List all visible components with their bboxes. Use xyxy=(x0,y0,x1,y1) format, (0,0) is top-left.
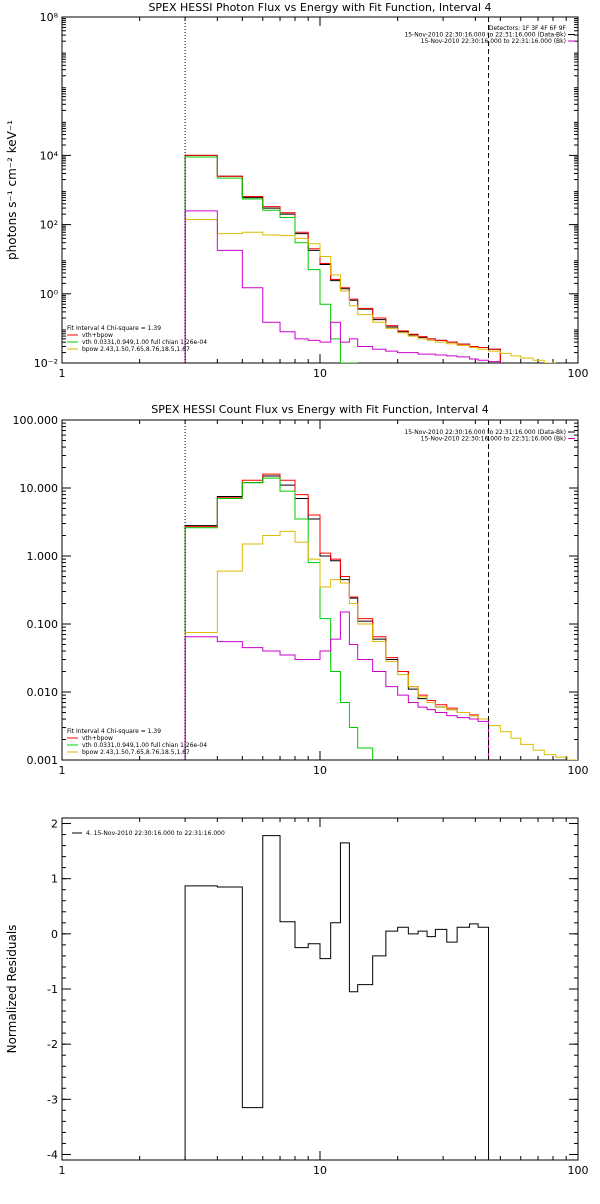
plot-frame xyxy=(61,16,579,364)
plot-frame xyxy=(61,817,579,1161)
y-tick-label: 0 xyxy=(51,928,58,941)
y-tick-label: 10⁰ xyxy=(40,288,59,301)
y-axis-label: photons s⁻¹ cm⁻² keV⁻¹ xyxy=(5,120,19,260)
y-axis-label: Normalized Residuals xyxy=(5,925,19,1054)
series-group xyxy=(184,835,490,1160)
legend-entry: Fit Interval 4 Chi-square = 1.39 xyxy=(67,728,161,735)
series-group xyxy=(184,154,556,363)
legend-entry: vth 0.0331,0.949,1.00 full chian 1.26e-0… xyxy=(82,339,207,346)
y-tick-label: -1 xyxy=(47,983,58,996)
panel-1: SPEX HESSI Photon Flux vs Energy with Fi… xyxy=(5,1,589,380)
y-tick-label: 0.010 xyxy=(27,686,59,699)
series-4-15-nov-2010-22-30-16-000-to-22-31-16-000 xyxy=(184,835,490,1160)
y-tick-label: -4 xyxy=(47,1148,58,1161)
legend-entry: vth+bpow xyxy=(82,332,113,339)
y-tick-label: 1 xyxy=(51,873,58,886)
y-tick-label: -2 xyxy=(47,1038,58,1051)
legend-entry: 4. 15-Nov-2010 22:30:16.000 to 22:31:16.… xyxy=(86,830,225,837)
panel-2: SPEX HESSI Count Flux vs Energy with Fit… xyxy=(13,403,589,777)
y-tick-label: 10⁸ xyxy=(40,11,59,24)
series-data-bk xyxy=(184,475,490,760)
legend-entry: bpow 2.43,1.50,7.65,8.76,18.5,1.67 xyxy=(82,749,190,756)
y-tick-label: 10.000 xyxy=(20,482,59,495)
legend-entry: bpow 2.43,1.50,7.65,8.76,18.5,1.67 xyxy=(82,346,190,353)
series-vth-bpow xyxy=(184,473,490,760)
info-line: 15-Nov-2010 22:30:16.000 to 22:31:16.000… xyxy=(404,429,566,436)
x-tick-label: 10 xyxy=(313,1164,327,1177)
legend-entry: vth 0.0331,0.949,1.00 full chian 1.26e-0… xyxy=(82,742,207,749)
series-group xyxy=(184,473,578,760)
x-tick-label: 10 xyxy=(313,764,327,777)
info-line: Detectors: 1F 3F 4F 6F 9F xyxy=(489,25,567,32)
x-tick-label: 1 xyxy=(59,1164,66,1177)
info-line: 15-Nov-2010 22:30:16.000 to 22:31:16.000… xyxy=(421,38,566,45)
y-tick-label: 2 xyxy=(51,818,58,831)
series-bk xyxy=(184,210,501,363)
x-tick-label: 1 xyxy=(59,764,66,777)
legend-entry: Fit Interval 4 Chi-square = 1.39 xyxy=(67,325,161,332)
chart-title: SPEX HESSI Photon Flux vs Energy with Fi… xyxy=(148,1,491,14)
series-vth-bpow xyxy=(184,154,501,363)
series-bk xyxy=(184,611,490,760)
series-bpow xyxy=(184,219,556,363)
x-tick-label: 100 xyxy=(568,1164,589,1177)
y-tick-label: 1.000 xyxy=(27,550,59,563)
chart-title: SPEX HESSI Count Flux vs Energy with Fit… xyxy=(151,403,488,416)
y-tick-label: 0.001 xyxy=(27,754,59,767)
series-data-bk xyxy=(184,154,501,363)
y-tick-label: 0.100 xyxy=(27,618,59,631)
series-bpow xyxy=(184,530,578,760)
y-tick-label: 100.000 xyxy=(13,414,59,427)
y-tick-label: 10⁻² xyxy=(34,357,58,370)
x-tick-label: 100 xyxy=(568,367,589,380)
y-tick-label: 10² xyxy=(40,219,58,232)
info-line: 15-Nov-2010 22:30:16.000 to 22:31:16.000… xyxy=(421,436,566,443)
y-tick-label: -3 xyxy=(47,1093,58,1106)
legend-entry: vth+bpow xyxy=(82,735,113,742)
x-tick-label: 1 xyxy=(59,367,66,380)
series-vth xyxy=(184,156,358,363)
x-tick-label: 10 xyxy=(313,367,327,380)
info-line: 15-Nov-2010 22:30:16.000 to 22:31:16.000… xyxy=(404,32,566,39)
series-vth xyxy=(184,477,374,760)
x-tick-label: 100 xyxy=(568,764,589,777)
y-tick-label: 10⁴ xyxy=(40,149,59,162)
